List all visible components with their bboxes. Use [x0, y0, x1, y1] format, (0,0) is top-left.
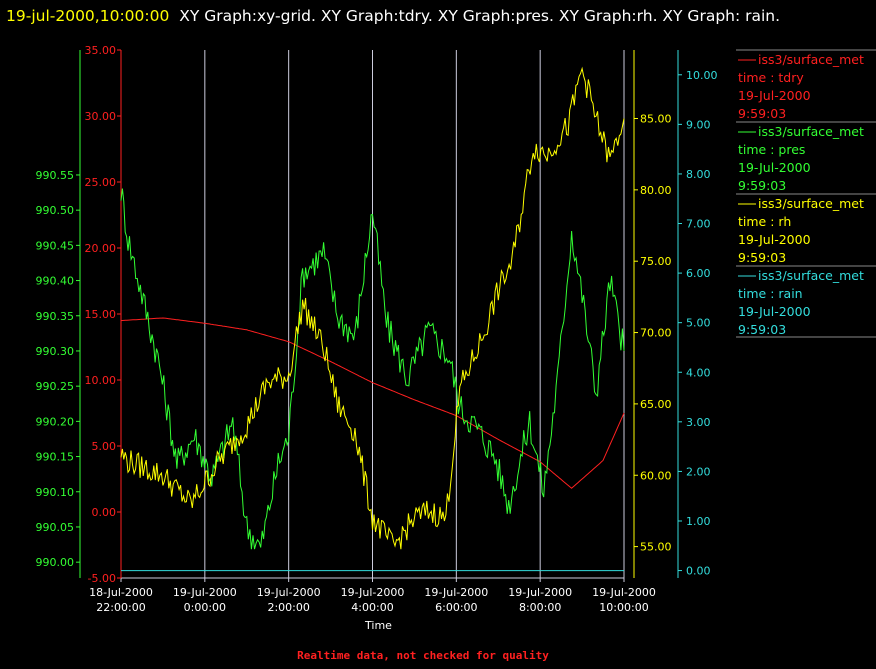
- pres-tick-label: 990.40: [36, 275, 75, 288]
- rain-tick-label: 7.00: [686, 218, 711, 231]
- rh-tick-label: 60.00: [640, 469, 672, 482]
- rh-tick-label: 85.00: [640, 112, 672, 125]
- rain-tick-label: 0.00: [686, 565, 711, 578]
- x-tick-label-time: 10:00:00: [599, 601, 648, 614]
- tdry-tick-label: 35.00: [85, 44, 117, 57]
- tdry-tick-label: 15.00: [85, 308, 117, 321]
- x-tick-label-date: 19-Jul-2000: [173, 586, 237, 599]
- legend-entry-text: 19-Jul-2000: [738, 88, 811, 103]
- legend-entry-text: time : rh: [738, 214, 791, 229]
- x-tick-label-date: 19-Jul-2000: [508, 586, 572, 599]
- x-tick-label-time: 0:00:00: [184, 601, 226, 614]
- chart-title: 19-jul-2000,10:00:00 XY Graph:xy-grid. X…: [6, 2, 866, 30]
- legend-entry-text: 9:59:03: [738, 106, 786, 121]
- pres-tick-label: 990.25: [36, 380, 75, 393]
- legend-entry-text: 19-Jul-2000: [738, 304, 811, 319]
- x-tick-label-date: 19-Jul-2000: [341, 586, 405, 599]
- quality-notice: Realtime data, not checked for quality: [297, 649, 549, 662]
- rain-tick-label: 1.00: [686, 515, 711, 528]
- x-tick-label-date: 19-Jul-2000: [424, 586, 488, 599]
- pres-series-line: [120, 188, 625, 550]
- tdry-tick-label: 0.00: [92, 506, 117, 519]
- x-tick-label-time: 22:00:00: [96, 601, 145, 614]
- rain-tick-label: 3.00: [686, 416, 711, 429]
- series-lines: [120, 66, 625, 572]
- legend-entry-text: 9:59:03: [738, 178, 786, 193]
- pres-tick-label: 990.50: [36, 204, 75, 217]
- tdry-series-line: [120, 317, 625, 489]
- pres-tick-label: 990.20: [36, 415, 75, 428]
- rh-tick-label: 55.00: [640, 541, 672, 554]
- rain-tick-label: 10.00: [686, 69, 718, 82]
- rain-tick-label: 4.00: [686, 366, 711, 379]
- x-tick-label-time: 2:00:00: [267, 601, 309, 614]
- x-tick-label-time: 4:00:00: [351, 601, 393, 614]
- x-tick-label-date: 18-Jul-2000: [89, 586, 153, 599]
- legend-series-name: iss3/surface_met: [758, 196, 864, 211]
- tdry-tick-label: 25.00: [85, 176, 117, 189]
- rh-series-line: [120, 66, 625, 550]
- x-axis-label: Time: [364, 619, 392, 632]
- rain-tick-label: 8.00: [686, 168, 711, 181]
- legend-series-name: iss3/surface_met: [758, 52, 864, 67]
- tdry-tick-label: 10.00: [85, 374, 117, 387]
- x-tick-label-time: 6:00:00: [435, 601, 477, 614]
- pres-tick-label: 990.10: [36, 486, 75, 499]
- x-tick-label-date: 19-Jul-2000: [257, 586, 321, 599]
- rain-tick-label: 6.00: [686, 267, 711, 280]
- pres-tick-label: 990.30: [36, 345, 75, 358]
- rain-tick-label: 2.00: [686, 465, 711, 478]
- rh-tick-label: 65.00: [640, 398, 672, 411]
- legend-series-name: iss3/surface_met: [758, 268, 864, 283]
- rh-tick-label: 70.00: [640, 327, 672, 340]
- rh-tick-label: 75.00: [640, 255, 672, 268]
- tdry-tick-label: 30.00: [85, 110, 117, 123]
- x-tick-label-time: 8:00:00: [519, 601, 561, 614]
- pres-tick-label: 990.55: [36, 169, 75, 182]
- tdry-tick-label: 5.00: [92, 440, 117, 453]
- rain-tick-label: 9.00: [686, 118, 711, 131]
- axes: 18-Jul-2000 22:00:00 19-Jul-2000 0:00:00 19-…: [36, 44, 718, 614]
- legend-entry-text: time : tdry: [738, 70, 804, 85]
- pres-tick-label: 990.15: [36, 451, 75, 464]
- tdry-tick-label: 20.00: [85, 242, 117, 255]
- pres-tick-label: 990.35: [36, 310, 75, 323]
- vertical-grid: [120, 50, 625, 578]
- title-graph-list: XY Graph:xy-grid. XY Graph:tdry. XY Grap…: [179, 7, 781, 25]
- legend-entry-text: time : rain: [738, 286, 803, 301]
- legend-entry-text: 19-Jul-2000: [738, 232, 811, 247]
- legend-series-name: iss3/surface_met: [758, 124, 864, 139]
- x-tick-label-date: 19-Jul-2000: [592, 586, 656, 599]
- legend-entry-text: 19-Jul-2000: [738, 160, 811, 175]
- tdry-tick-label: -5.00: [88, 572, 116, 585]
- title-timestamp: 19-jul-2000,10:00:00: [6, 7, 170, 25]
- legend-entry-text: 9:59:03: [738, 322, 786, 337]
- pres-tick-label: 990.00: [36, 556, 75, 569]
- legend-entry-text: 9:59:03: [738, 250, 786, 265]
- rh-tick-label: 80.00: [640, 184, 672, 197]
- rain-tick-label: 5.00: [686, 317, 711, 330]
- pres-tick-label: 990.45: [36, 239, 75, 252]
- pres-tick-label: 990.05: [36, 521, 75, 534]
- legend-entry-text: time : pres: [738, 142, 805, 157]
